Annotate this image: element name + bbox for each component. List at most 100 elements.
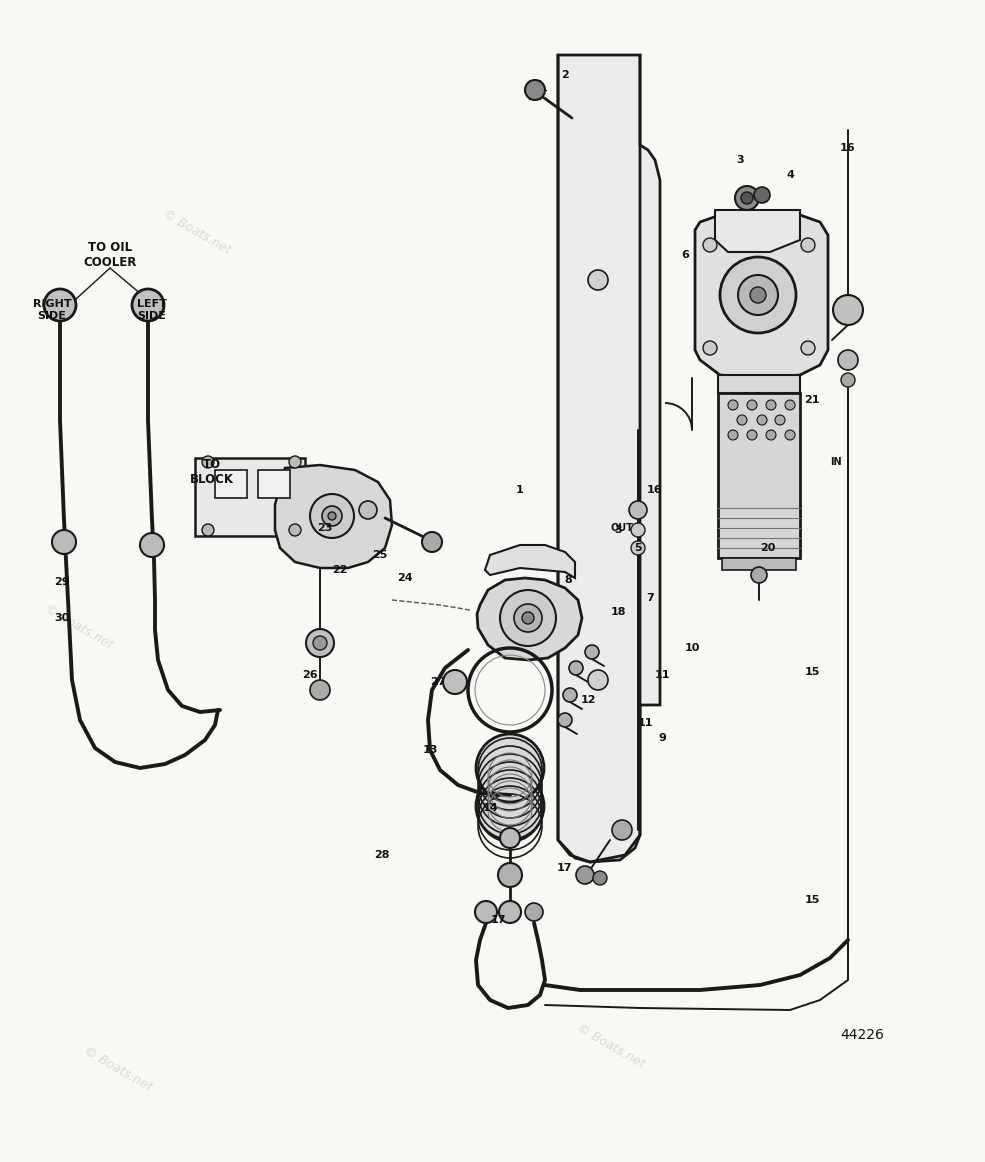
Circle shape	[766, 400, 776, 410]
Circle shape	[766, 430, 776, 440]
Polygon shape	[275, 465, 392, 568]
Text: 9: 9	[658, 733, 666, 743]
Text: 2: 2	[561, 70, 569, 80]
Text: 26: 26	[302, 670, 318, 680]
Text: 6: 6	[681, 250, 689, 260]
Text: 27: 27	[430, 677, 446, 687]
Text: 17: 17	[557, 863, 571, 873]
Circle shape	[747, 430, 757, 440]
Text: 3: 3	[615, 525, 622, 535]
Text: 11: 11	[637, 718, 653, 729]
Text: TO
BLOCK: TO BLOCK	[190, 458, 234, 486]
Circle shape	[443, 670, 467, 694]
Bar	[195, 458, 305, 536]
Text: 29: 29	[54, 578, 70, 587]
Circle shape	[52, 530, 76, 554]
Circle shape	[747, 400, 757, 410]
Text: 44226: 44226	[840, 1028, 884, 1042]
Circle shape	[631, 541, 645, 555]
Polygon shape	[558, 55, 660, 862]
Circle shape	[289, 524, 301, 536]
Polygon shape	[477, 578, 582, 660]
Circle shape	[735, 186, 759, 210]
Circle shape	[838, 350, 858, 370]
Circle shape	[525, 903, 543, 921]
Circle shape	[833, 295, 863, 325]
Text: 30: 30	[54, 614, 70, 623]
Circle shape	[631, 523, 645, 537]
Circle shape	[44, 289, 76, 321]
Text: 12: 12	[580, 695, 596, 705]
Text: 10: 10	[685, 643, 699, 653]
Circle shape	[841, 373, 855, 387]
Circle shape	[750, 287, 766, 303]
Text: 21: 21	[804, 395, 820, 406]
Circle shape	[737, 415, 747, 425]
Circle shape	[525, 80, 545, 100]
Text: LEFT
SIDE: LEFT SIDE	[137, 299, 166, 321]
Circle shape	[499, 901, 521, 923]
Text: TO OIL
COOLER: TO OIL COOLER	[84, 241, 137, 268]
Circle shape	[132, 289, 164, 321]
Text: 23: 23	[317, 523, 333, 533]
Text: 15: 15	[805, 667, 820, 677]
Circle shape	[629, 501, 647, 519]
Text: 14: 14	[483, 803, 497, 813]
Text: 20: 20	[760, 543, 776, 553]
Text: 25: 25	[372, 550, 388, 560]
Circle shape	[522, 612, 534, 624]
Text: 16: 16	[647, 485, 663, 495]
Circle shape	[475, 901, 497, 923]
Circle shape	[289, 456, 301, 468]
Text: © Boats.net: © Boats.net	[82, 1045, 155, 1093]
Text: 22: 22	[332, 565, 348, 575]
Circle shape	[422, 532, 442, 552]
Circle shape	[322, 505, 342, 526]
Circle shape	[498, 863, 522, 887]
Text: 3: 3	[736, 155, 744, 165]
Circle shape	[585, 645, 599, 659]
Circle shape	[569, 661, 583, 675]
Text: 16: 16	[840, 143, 856, 153]
Circle shape	[801, 340, 815, 356]
Circle shape	[576, 866, 594, 884]
Circle shape	[593, 872, 607, 885]
Circle shape	[476, 772, 544, 840]
Text: 5: 5	[634, 543, 642, 553]
Circle shape	[500, 829, 520, 848]
Text: 4: 4	[786, 170, 794, 180]
Circle shape	[751, 567, 767, 583]
Circle shape	[202, 456, 214, 468]
Bar	[258, 469, 290, 498]
Circle shape	[741, 192, 753, 205]
Circle shape	[313, 636, 327, 650]
Bar	[215, 469, 247, 498]
Text: 11: 11	[654, 670, 670, 680]
Text: © Boats.net: © Boats.net	[574, 1021, 647, 1070]
Circle shape	[310, 494, 354, 538]
Circle shape	[202, 524, 214, 536]
Circle shape	[328, 512, 336, 521]
Text: © Boats.net: © Boats.net	[161, 208, 233, 257]
Text: IN: IN	[830, 457, 842, 467]
Text: 28: 28	[374, 849, 390, 860]
Polygon shape	[485, 545, 575, 578]
Circle shape	[754, 187, 770, 203]
Circle shape	[306, 629, 334, 657]
Polygon shape	[695, 211, 828, 378]
Circle shape	[588, 670, 608, 690]
Circle shape	[140, 533, 164, 557]
Text: 17: 17	[491, 914, 505, 925]
Text: 1: 1	[516, 485, 524, 495]
Circle shape	[728, 430, 738, 440]
Circle shape	[775, 415, 785, 425]
Text: 18: 18	[611, 607, 625, 617]
Circle shape	[738, 275, 778, 315]
Text: 15: 15	[805, 895, 820, 905]
Text: 24: 24	[397, 573, 413, 583]
Circle shape	[785, 400, 795, 410]
Circle shape	[703, 238, 717, 252]
Circle shape	[785, 430, 795, 440]
Circle shape	[514, 604, 542, 632]
Circle shape	[703, 340, 717, 356]
